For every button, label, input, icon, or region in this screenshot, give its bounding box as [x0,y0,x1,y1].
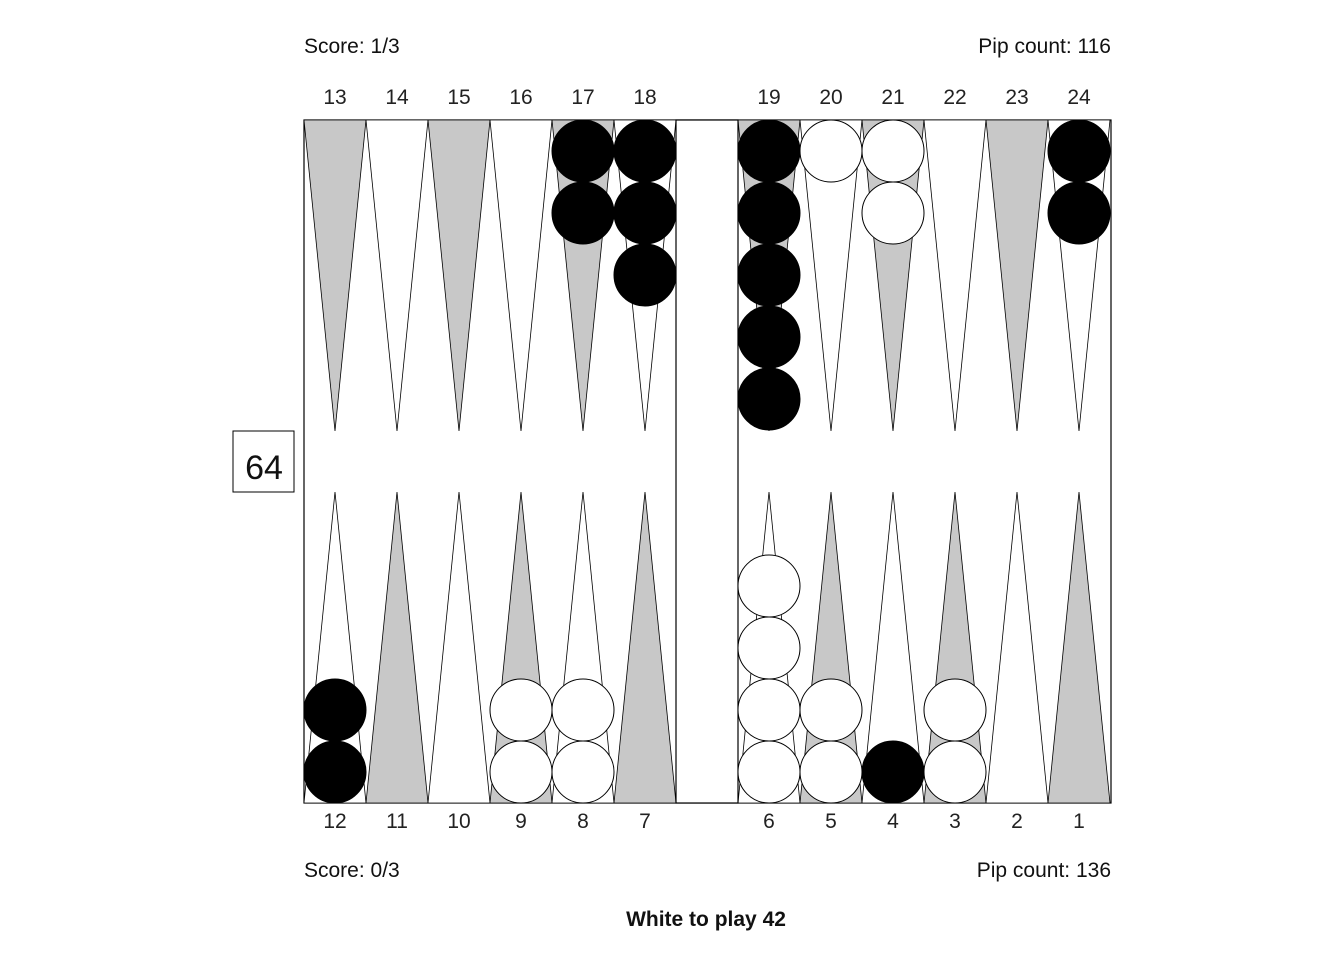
white-checker [489,740,553,804]
point-label-17: 17 [571,86,594,109]
point-label-3: 3 [949,810,961,833]
black-checker [613,181,677,245]
point-label-12: 12 [323,810,346,833]
point-14 [365,119,429,432]
point-label-16: 16 [509,86,532,109]
point-7 [613,491,677,804]
black-checker [737,119,801,183]
point-label-20: 20 [819,86,842,109]
point-label-5: 5 [825,810,837,833]
black-checker [1047,181,1111,245]
bottom-point-labels: 12 11 10 9 8 7 6 5 4 3 2 1 [323,810,1085,833]
point-label-23: 23 [1005,86,1028,109]
white-checker [551,678,615,742]
point-label-7: 7 [639,810,651,833]
point-label-11: 11 [386,810,408,833]
black-checker [861,740,925,804]
white-checker [737,554,801,618]
bar [675,119,739,804]
point-label-15: 15 [447,86,470,109]
top-score: Score: 1/3 [304,35,400,58]
black-checker [613,119,677,183]
point-10 [427,491,491,804]
white-checker [737,616,801,680]
top-point-labels: 13 14 15 16 17 18 19 20 21 22 23 24 [323,86,1091,109]
checkers [303,119,1111,804]
bottom-pip-count: Pip count: 136 [977,859,1111,882]
point-label-8: 8 [577,810,589,833]
point-13 [303,119,367,432]
black-checker [303,740,367,804]
point-label-21: 21 [881,86,904,109]
black-checker [551,119,615,183]
white-checker [551,740,615,804]
black-checker [1047,119,1111,183]
white-checker [861,119,925,183]
cube-value: 64 [245,449,283,487]
point-label-13: 13 [323,86,346,109]
point-1 [1047,491,1111,804]
point-label-4: 4 [887,810,899,833]
point-label-2: 2 [1011,810,1023,833]
point-label-19: 19 [757,86,780,109]
point-label-1: 1 [1073,810,1085,833]
point-15 [427,119,491,432]
point-label-14: 14 [385,86,409,109]
black-checker [737,305,801,369]
white-checker [923,678,987,742]
top-pip-count: Pip count: 116 [978,35,1111,58]
black-checker [303,678,367,742]
black-checker [737,367,801,431]
bottom-score: Score: 0/3 [304,859,400,882]
white-checker [489,678,553,742]
white-checker [737,740,801,804]
doubling-cube-frame [232,430,295,493]
point-22 [923,119,987,432]
point-16 [489,119,553,432]
point-label-9: 9 [515,810,527,833]
point-2 [985,491,1049,804]
status-text: White to play 42 [626,908,786,931]
point-11 [365,491,429,804]
point-label-18: 18 [633,86,656,109]
white-checker [923,740,987,804]
white-checker [799,740,863,804]
black-checker [551,181,615,245]
board [303,119,1112,804]
point-23 [985,119,1049,432]
point-label-22: 22 [943,86,966,109]
point-label-24: 24 [1067,86,1091,109]
white-checker [861,181,925,245]
black-checker [737,181,801,245]
black-checker [613,243,677,307]
black-checker [737,243,801,307]
point-label-10: 10 [447,810,470,833]
white-checker [737,678,801,742]
white-checker [799,678,863,742]
doubling-cube: 64 [232,430,295,493]
white-checker [799,119,863,183]
point-label-6: 6 [763,810,775,833]
